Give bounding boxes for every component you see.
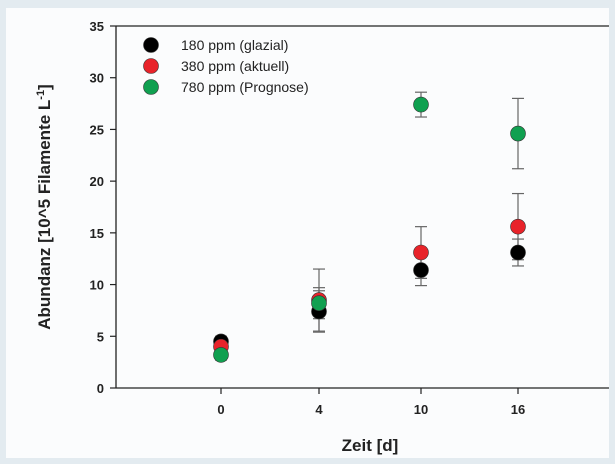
y-axis-title: Abundanz [10^5 Filamente L-1] <box>35 84 54 329</box>
y-axis-ticks: 0 5 10 15 20 25 30 35 <box>90 19 116 396</box>
legend-marker <box>143 37 159 53</box>
y-tick-label: 10 <box>90 278 104 293</box>
x-tick-label: 10 <box>414 402 428 417</box>
data-point <box>510 125 526 142</box>
x-tick-label: 4 <box>315 402 323 417</box>
data-point <box>413 244 429 261</box>
x-tick-label: 16 <box>511 402 525 417</box>
data-points <box>213 91 526 363</box>
data-point <box>213 347 229 363</box>
data-point <box>311 295 327 311</box>
y-axis-title-superscript: -1 <box>35 90 47 100</box>
figure-panel: 0 5 10 15 20 25 30 35 0 4 10 16 180 ppm (glazial) 3… <box>6 8 609 458</box>
legend: 180 ppm (glazial) 380 ppm (aktuell) 780 pp… <box>143 37 309 95</box>
data-point <box>413 96 429 113</box>
y-tick-label: 5 <box>97 329 104 344</box>
data-point <box>413 262 429 278</box>
y-axis-title-close: ] <box>35 84 54 90</box>
y-tick-label: 20 <box>90 174 104 189</box>
y-axis-title-main: Abundanz [10^5 Filamente L <box>35 100 54 330</box>
y-tick-label: 15 <box>90 226 104 241</box>
x-tick-label: 0 <box>217 402 224 417</box>
y-tick-label: 35 <box>90 19 104 34</box>
y-tick-label: 0 <box>97 381 104 396</box>
y-tick-label: 25 <box>90 122 104 137</box>
data-point <box>510 218 526 235</box>
x-axis-title: Zeit [d] <box>342 436 399 455</box>
legend-label: 180 ppm (glazial) <box>181 37 288 53</box>
legend-marker <box>143 79 159 95</box>
legend-label: 380 ppm (aktuell) <box>181 58 289 74</box>
legend-label: 780 ppm (Prognose) <box>181 79 309 95</box>
legend-marker <box>143 58 159 74</box>
y-tick-label: 30 <box>90 71 104 86</box>
scatter-chart: 0 5 10 15 20 25 30 35 0 4 10 16 180 ppm (glazial) 3… <box>35 19 609 455</box>
chart-axes <box>115 25 609 389</box>
data-point <box>510 244 526 261</box>
x-axis-ticks: 0 4 10 16 <box>217 388 525 417</box>
